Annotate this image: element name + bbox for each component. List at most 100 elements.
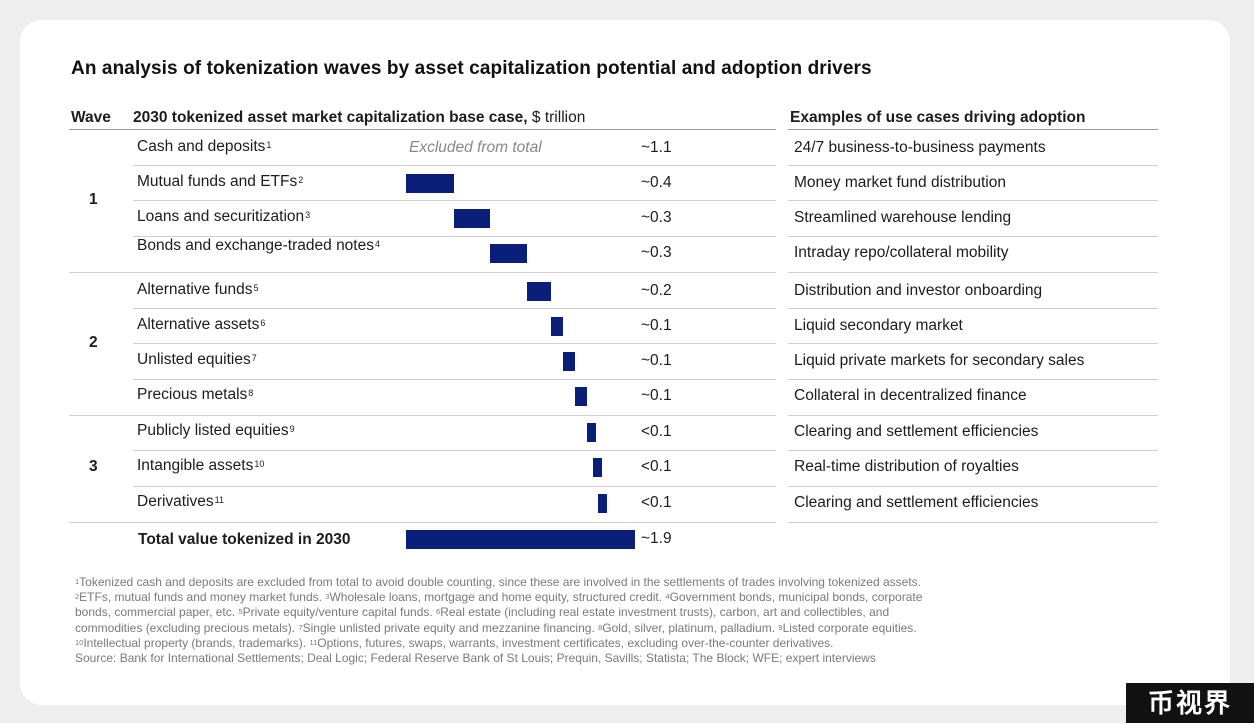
row-label: Unlisted equities7 [137,352,257,368]
excluded-note: Excluded from total [409,139,542,156]
use-case-separator [788,165,1158,166]
row-label-footnote: 11 [214,495,225,505]
row-label-footnote: 7 [251,353,257,363]
wave-3-label: 3 [89,458,98,475]
header-rule-left [69,129,776,130]
use-case: Real-time distribution of royalties [794,458,1019,475]
row-label-footnote: 5 [253,283,259,293]
wave-1-label: 1 [89,191,98,208]
source-line: Source: Bank for International Settlemen… [75,651,876,666]
row-separator [133,450,776,451]
use-case-separator [788,272,1158,273]
footnote-line-5: 10Intellectual property (brands, tradema… [75,635,834,650]
bar [597,493,607,513]
row-label-text: Bonds and exchange-traded notes [137,237,374,254]
use-case: Intraday repo/collateral mobility [794,244,1009,261]
row-label-text: Publicly listed equities [137,422,289,439]
total-label: Total value tokenized in 2030 [138,531,351,548]
use-cases-header: Examples of use cases driving adoption [790,109,1086,126]
row-label-text: Alternative assets [137,316,260,333]
use-case: Distribution and investor onboarding [794,282,1043,299]
row-label: Precious metals8 [137,387,253,403]
market-cap-header-text: 2030 tokenized asset market capitalizati… [133,109,528,126]
row-label-footnote: 4 [374,239,380,249]
row-label: Mutual funds and ETFs2 [137,174,303,190]
bar [574,386,587,406]
bar [586,422,596,442]
use-case: Money market fund distribution [794,174,1006,191]
row-label-text: Derivatives [137,493,214,510]
row-value: ~0.1 [641,387,672,404]
bar [526,281,551,301]
bar [562,351,575,371]
chart-title: An analysis of tokenization waves by ass… [71,58,872,79]
unit-label: $ trillion [531,109,586,126]
use-case-separator [788,450,1158,451]
row-label-text: Cash and deposits [137,138,266,155]
use-case-separator [788,415,1158,416]
row-separator [69,415,776,416]
row-separator [133,379,776,380]
row-value: ~0.1 [641,352,672,369]
row-value: ~0.3 [641,244,672,261]
row-label-text: Intangible assets [137,457,254,474]
row-label-footnote: 10 [254,459,265,469]
use-case-separator [788,379,1158,380]
market-cap-header: 2030 tokenized asset market capitalizati… [133,109,585,127]
use-case-separator [788,343,1158,344]
row-label: Alternative assets6 [137,317,265,333]
row-label-footnote: 1 [266,140,272,150]
row-label-text: Loans and securitization [137,208,305,225]
row-separator [133,308,776,309]
use-case: Clearing and settlement efficiencies [794,423,1039,440]
use-case: Clearing and settlement efficiencies [794,494,1039,511]
row-label: Cash and deposits1 [137,139,271,155]
row-label: Loans and securitization3 [137,209,310,225]
row-value: <0.1 [641,423,672,440]
bar [490,243,527,263]
use-case-separator [788,522,1158,523]
footnote-line-2: 2ETFs, mutual funds and money market fun… [75,590,923,605]
row-label-text: Mutual funds and ETFs [137,173,298,190]
row-label-footnote: 9 [289,424,295,434]
row-separator [133,236,776,237]
footnote-line-3: bonds, commercial paper, etc. 5Private e… [75,605,890,620]
row-label: Alternative funds5 [137,282,258,298]
row-separator [133,343,776,344]
use-case: 24/7 business-to-business payments [794,139,1046,156]
header-rule-right [788,129,1158,130]
bar [406,173,455,193]
total-bar [406,529,635,549]
row-label-footnote: 2 [298,175,304,185]
chart-card [20,20,1230,705]
total-value: ~1.9 [641,530,672,547]
row-separator [133,200,776,201]
bar [454,208,491,228]
use-case: Streamlined warehouse lending [794,209,1012,226]
row-label-footnote: 6 [260,318,266,328]
row-label: Bonds and exchange-traded notes4 [137,238,387,254]
row-label: Publicly listed equities9 [137,423,295,439]
row-value: <0.1 [641,494,672,511]
footnote-line-1: 1Tokenized cash and deposits are exclude… [75,575,922,589]
footnotes: 1Tokenized cash and deposits are exclude… [75,575,1155,666]
row-value: ~1.1 [641,139,672,156]
use-case-separator [788,308,1158,309]
row-separator [69,522,776,523]
row-label: Intangible assets10 [137,458,264,474]
row-separator [69,272,776,273]
row-separator [133,486,776,487]
row-value: ~0.1 [641,317,672,334]
row-label-text: Unlisted equities [137,351,251,368]
footnote-line-4: commodities (excluding precious metals).… [75,620,917,635]
use-case-separator [788,200,1158,201]
wave-2-label: 2 [89,334,98,351]
row-label-text: Alternative funds [137,281,253,298]
row-value: ~0.2 [641,282,672,299]
row-label-footnote: 3 [305,210,311,220]
use-case-separator [788,236,1158,237]
row-value: <0.1 [641,458,672,475]
row-label: Derivatives11 [137,494,224,510]
use-case: Collateral in decentralized finance [794,387,1027,404]
row-separator [133,165,776,166]
